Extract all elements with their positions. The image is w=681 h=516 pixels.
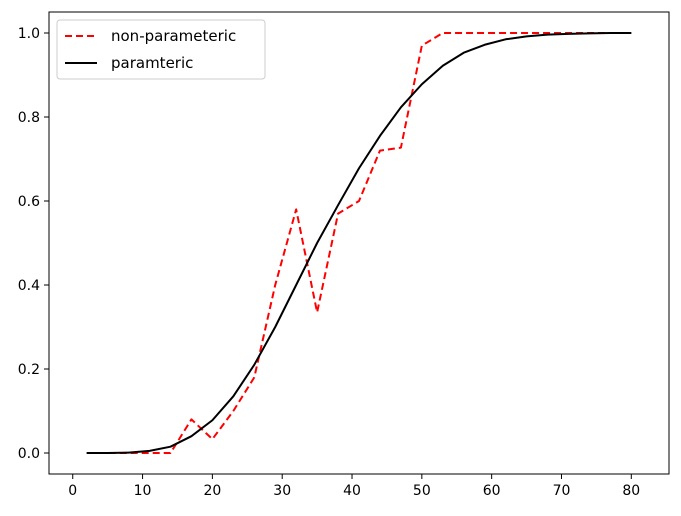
- legend-box: [56, 19, 266, 80]
- x-tick-label: 70: [553, 483, 571, 499]
- x-tick-label: 50: [413, 483, 431, 499]
- x-tick-label: 0: [68, 483, 77, 499]
- x-tick-label: 40: [343, 483, 361, 499]
- y-tick-label: 0.2: [18, 362, 40, 378]
- x-tick-label: 30: [273, 483, 291, 499]
- x-tick-label: 10: [134, 483, 152, 499]
- y-tick-label: 0.0: [18, 446, 40, 462]
- axes-frame: [48, 11, 670, 475]
- series-line-1: [86, 32, 632, 454]
- legend-label-1: non-parameteric: [111, 27, 236, 45]
- plot-area: [86, 32, 632, 454]
- y-tick-label: 0.6: [18, 194, 40, 210]
- x-tick-label: 60: [483, 483, 501, 499]
- x-tick-label: 20: [203, 483, 221, 499]
- x-tick-label: 80: [622, 483, 640, 499]
- y-tick-label: 1.0: [18, 26, 40, 42]
- axis-ticks: 0 10 20 30 40 50 60 70 80 0.0 0.2 0.4 0.6 0.8 1.0: [18, 26, 640, 499]
- series-line-2: [86, 32, 632, 454]
- legend: non-parameteric paramteric: [56, 19, 266, 80]
- y-tick-label: 0.4: [18, 278, 40, 294]
- y-tick-label: 0.8: [18, 110, 40, 126]
- legend-label-2: paramteric: [111, 54, 193, 72]
